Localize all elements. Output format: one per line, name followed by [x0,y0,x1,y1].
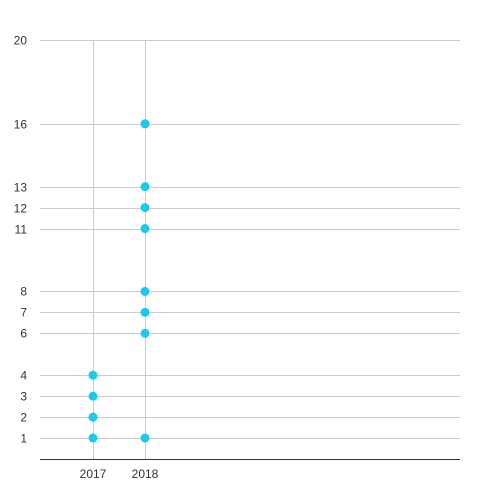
data-point [140,286,150,296]
data-point [140,433,150,443]
y-tick-label: 11 [15,223,28,237]
y-tick-label: 12 [14,202,28,216]
x-tick-label: 2018 [132,467,159,481]
gridlines [40,40,460,459]
data-point [140,224,150,234]
y-tick-label: 4 [20,369,27,383]
y-tick-label: 20 [14,34,28,48]
y-tick-label: 1 [20,432,27,446]
y-tick-label: 6 [20,327,27,341]
x-tick-label: 2017 [80,467,107,481]
y-tick-label: 7 [20,306,27,320]
y-tick-label: 3 [20,390,27,404]
y-tick-label: 2 [20,411,27,425]
data-point [140,307,150,317]
data-point [88,433,98,443]
y-tick-label: 13 [14,181,28,195]
data-point [140,182,150,192]
data-point [140,119,150,129]
y-tick-label: 16 [14,118,28,132]
data-point [88,391,98,401]
data-point [88,412,98,422]
data-points [88,119,150,443]
data-point [140,203,150,213]
data-point [88,370,98,380]
y-tick-label: 8 [20,285,27,299]
data-point [140,328,150,338]
